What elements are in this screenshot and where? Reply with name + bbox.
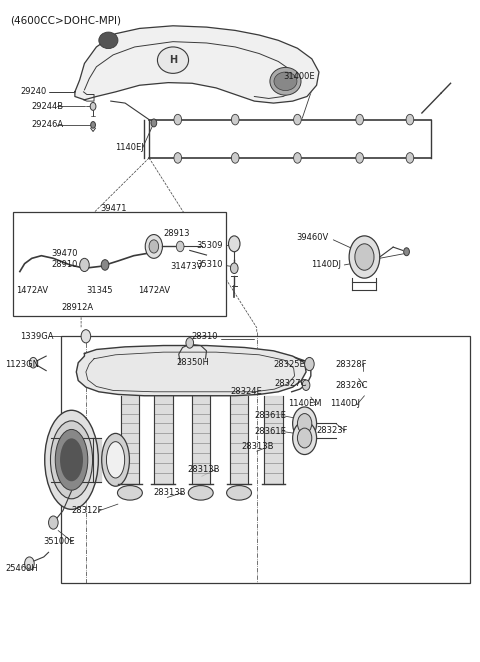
Text: 35100E: 35100E	[44, 537, 75, 545]
Bar	[12, 212, 226, 316]
Ellipse shape	[157, 47, 189, 73]
Text: 28313B: 28313B	[241, 442, 274, 451]
Circle shape	[48, 516, 58, 529]
Text: 29246A: 29246A	[32, 120, 64, 129]
Circle shape	[101, 260, 109, 270]
Circle shape	[231, 115, 239, 125]
Text: 28361E: 28361E	[254, 427, 286, 436]
Text: 39471: 39471	[100, 205, 126, 213]
Polygon shape	[230, 396, 248, 485]
Polygon shape	[93, 438, 101, 482]
Text: 28312F: 28312F	[72, 506, 103, 515]
Circle shape	[149, 240, 158, 253]
Text: 28913: 28913	[163, 229, 190, 238]
Text: 28910: 28910	[51, 260, 77, 269]
Text: 31400E: 31400E	[283, 72, 315, 81]
Text: 28326C: 28326C	[336, 381, 368, 390]
Circle shape	[145, 234, 162, 258]
Text: 28327C: 28327C	[275, 379, 307, 389]
Ellipse shape	[107, 442, 125, 478]
Circle shape	[294, 153, 301, 164]
Text: 28361E: 28361E	[254, 411, 286, 420]
Text: 29240: 29240	[20, 87, 46, 97]
Circle shape	[228, 236, 240, 252]
Circle shape	[293, 422, 317, 455]
Ellipse shape	[188, 486, 213, 500]
Text: 28325E: 28325E	[274, 359, 305, 369]
Circle shape	[151, 119, 157, 127]
Text: 28350H: 28350H	[177, 358, 210, 367]
Ellipse shape	[45, 410, 98, 509]
Text: 28912A: 28912A	[61, 303, 93, 312]
Text: 39470: 39470	[51, 248, 77, 258]
Circle shape	[186, 338, 193, 348]
Circle shape	[406, 153, 414, 164]
Text: 28323F: 28323F	[317, 426, 348, 434]
Text: 25469H: 25469H	[5, 564, 38, 573]
Circle shape	[176, 241, 184, 252]
Text: 35310: 35310	[196, 260, 222, 269]
Text: 1339GA: 1339GA	[20, 332, 53, 341]
Circle shape	[298, 428, 312, 448]
Circle shape	[305, 357, 314, 371]
Circle shape	[349, 236, 380, 278]
Ellipse shape	[55, 430, 88, 490]
Text: (4600CC>DOHC-MPI): (4600CC>DOHC-MPI)	[10, 15, 121, 25]
Text: 1472AV: 1472AV	[16, 285, 48, 295]
Circle shape	[356, 153, 363, 164]
Ellipse shape	[99, 32, 118, 48]
Circle shape	[91, 122, 96, 128]
Circle shape	[80, 258, 89, 271]
Circle shape	[81, 330, 91, 343]
Text: H: H	[169, 55, 177, 65]
Circle shape	[406, 115, 414, 125]
Circle shape	[29, 357, 37, 368]
Bar	[61, 336, 470, 583]
Text: 31473V: 31473V	[170, 261, 203, 271]
Text: 1472AV: 1472AV	[139, 285, 171, 295]
Text: 1140DJ: 1140DJ	[311, 260, 341, 269]
Polygon shape	[264, 396, 283, 485]
Circle shape	[302, 380, 310, 391]
Text: 28328F: 28328F	[336, 359, 367, 369]
Text: 35309: 35309	[196, 240, 222, 250]
Text: 28313B: 28313B	[154, 489, 186, 497]
Circle shape	[356, 115, 363, 125]
Polygon shape	[121, 396, 139, 485]
Text: 1140DJ: 1140DJ	[330, 399, 360, 408]
Text: 1140EM: 1140EM	[288, 399, 322, 408]
Ellipse shape	[274, 72, 297, 91]
Ellipse shape	[102, 434, 130, 487]
Text: 28324E: 28324E	[230, 387, 262, 397]
Text: 1123GN: 1123GN	[5, 359, 39, 369]
Text: 39460V: 39460V	[297, 233, 329, 242]
Ellipse shape	[227, 486, 252, 500]
Circle shape	[174, 153, 181, 164]
Circle shape	[404, 248, 409, 256]
Text: 29244B: 29244B	[32, 102, 64, 111]
Circle shape	[90, 103, 96, 111]
Polygon shape	[75, 26, 319, 103]
Polygon shape	[76, 346, 306, 396]
Circle shape	[294, 115, 301, 125]
Text: 28313B: 28313B	[187, 465, 220, 474]
Ellipse shape	[50, 421, 93, 498]
Polygon shape	[155, 396, 172, 485]
Circle shape	[230, 263, 238, 273]
Ellipse shape	[270, 68, 301, 95]
Circle shape	[293, 407, 317, 440]
Text: 28310: 28310	[191, 332, 218, 341]
Text: 31345: 31345	[86, 285, 112, 295]
Ellipse shape	[60, 438, 83, 481]
Polygon shape	[192, 396, 210, 485]
Ellipse shape	[118, 486, 143, 500]
Circle shape	[24, 557, 34, 570]
Text: 1140EJ: 1140EJ	[115, 143, 144, 152]
Circle shape	[355, 244, 374, 270]
Circle shape	[174, 115, 181, 125]
Circle shape	[298, 414, 312, 434]
Circle shape	[231, 153, 239, 164]
